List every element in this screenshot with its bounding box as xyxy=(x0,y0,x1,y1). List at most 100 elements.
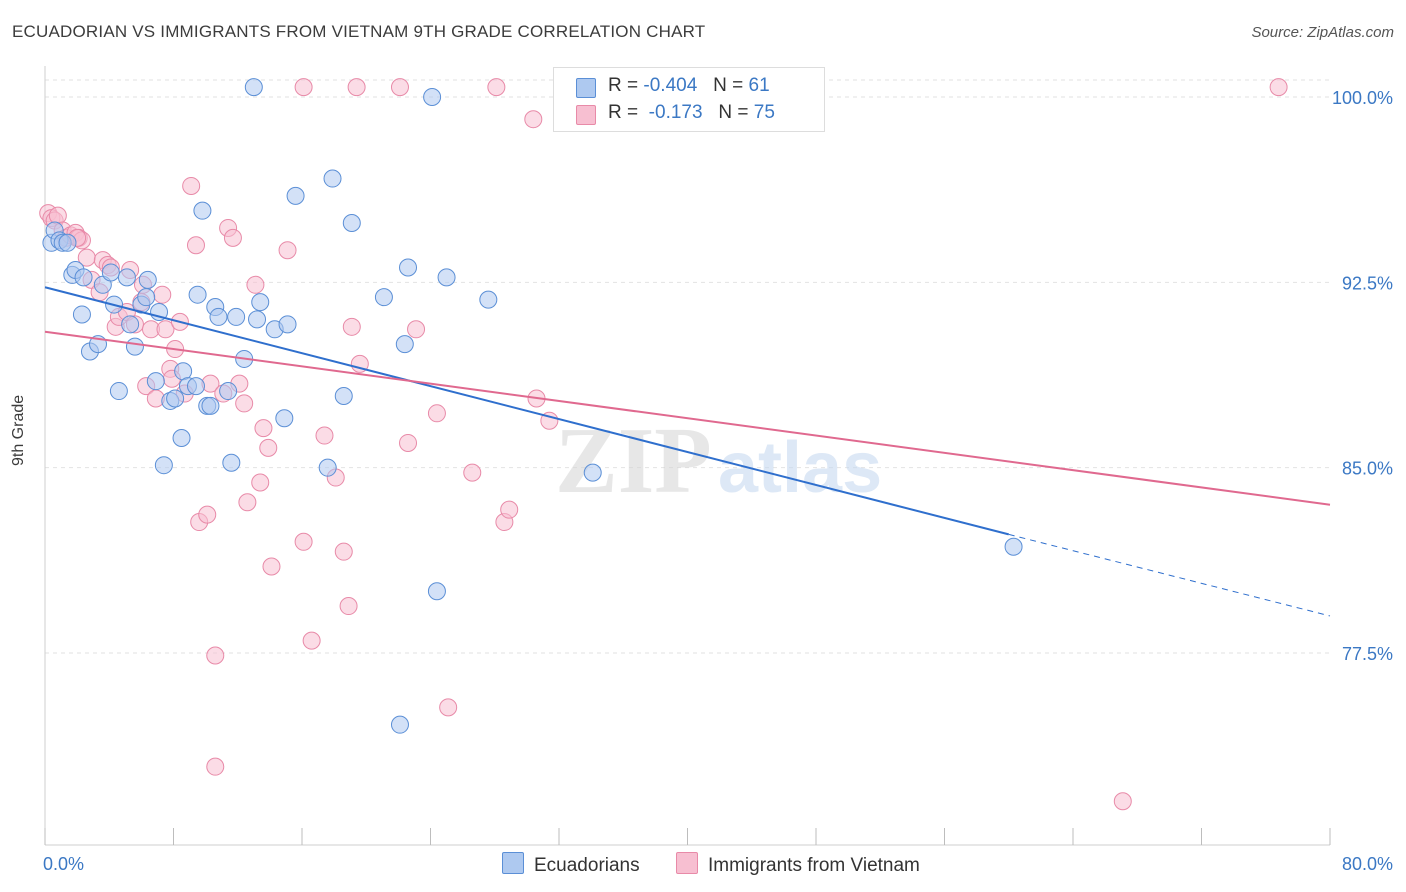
point-ecuadorians xyxy=(186,377,205,396)
point-vietnam xyxy=(294,532,313,551)
trend-line-extension-ecuadorians xyxy=(1008,533,1331,617)
point-vietnam xyxy=(223,228,242,247)
point-vietnam xyxy=(259,438,278,457)
point-vietnam xyxy=(246,275,265,294)
point-ecuadorians xyxy=(583,463,602,482)
point-vietnam xyxy=(399,433,418,452)
point-ecuadorians xyxy=(395,335,414,354)
legend-r-label: R = xyxy=(608,102,639,123)
legend-n-value-vietnam: 75 xyxy=(753,102,775,123)
point-ecuadorians xyxy=(74,268,93,287)
point-ecuadorians xyxy=(251,293,270,312)
bottom-legend-swatch-vietnam xyxy=(676,852,698,874)
point-ecuadorians xyxy=(193,201,212,220)
point-ecuadorians xyxy=(399,258,418,277)
y-tick-label: 85.0% xyxy=(1342,459,1393,479)
point-ecuadorians xyxy=(201,396,220,415)
point-vietnam xyxy=(294,78,313,97)
chart-title: ECUADORIAN VS IMMIGRANTS FROM VIETNAM 9T… xyxy=(12,22,706,41)
point-ecuadorians xyxy=(479,290,498,309)
point-ecuadorians xyxy=(437,268,456,287)
point-vietnam xyxy=(463,463,482,482)
point-ecuadorians xyxy=(172,429,191,448)
point-vietnam xyxy=(206,757,225,776)
point-vietnam xyxy=(206,646,225,665)
trend-line-vietnam xyxy=(44,330,1331,506)
point-ecuadorians xyxy=(244,78,263,97)
point-vietnam xyxy=(302,631,321,650)
point-ecuadorians xyxy=(248,310,267,329)
point-ecuadorians xyxy=(72,305,91,324)
point-ecuadorians xyxy=(334,387,353,406)
legend-n-label: N = xyxy=(718,102,749,123)
legend-n-value-ecuadorians: 61 xyxy=(748,75,770,96)
point-vietnam xyxy=(251,473,270,492)
point-ecuadorians xyxy=(275,409,294,428)
bottom-legend-label-vietnam: Immigrants from Vietnam xyxy=(708,855,920,876)
point-vietnam xyxy=(407,320,426,339)
point-ecuadorians xyxy=(166,389,185,408)
point-ecuadorians xyxy=(138,270,157,289)
point-vietnam xyxy=(524,110,543,129)
legend-r-value-vietnam: -0.173 xyxy=(648,102,703,123)
legend-swatch-ecuadorians xyxy=(576,78,596,98)
point-ecuadorians xyxy=(188,285,207,304)
bottom-legend-swatch-ecuadorians xyxy=(502,852,524,874)
point-ecuadorians xyxy=(121,315,140,334)
point-vietnam xyxy=(390,78,409,97)
y-tick-label: 100.0% xyxy=(1332,88,1393,108)
x-tick-label-max: 80.0% xyxy=(1342,854,1393,874)
tick-labels: 100.0% 92.5% 85.0% 77.5% 0.0% 80.0% xyxy=(43,88,1393,874)
bottom-legend-label-ecuadorians: Ecuadorians xyxy=(534,855,640,876)
point-vietnam xyxy=(500,500,519,519)
y-tick-label: 92.5% xyxy=(1342,273,1393,293)
watermark-zip: ZIP xyxy=(555,409,712,513)
point-ecuadorians xyxy=(427,582,446,601)
point-vietnam xyxy=(342,317,361,336)
point-ecuadorians xyxy=(125,337,144,356)
legend-r-label: R = xyxy=(608,75,639,96)
trend-line-ecuadorians xyxy=(44,286,1009,536)
bottom-legend-vietnam[interactable]: Immigrants from Vietnam xyxy=(676,852,920,877)
point-ecuadorians xyxy=(278,315,297,334)
point-vietnam xyxy=(238,493,257,512)
point-vietnam xyxy=(427,404,446,423)
correlation-legend: R = -0.404 N = 61 R = -0.173 N = 75 xyxy=(553,67,825,132)
bottom-legend-ecuadorians[interactable]: Ecuadorians xyxy=(502,852,640,877)
legend-r-value-ecuadorians: -0.404 xyxy=(643,75,698,96)
point-ecuadorians xyxy=(423,88,442,106)
point-vietnam xyxy=(182,176,201,195)
point-ecuadorians xyxy=(58,233,77,252)
point-ecuadorians xyxy=(146,372,165,391)
point-vietnam xyxy=(254,419,273,438)
point-vietnam xyxy=(262,557,281,576)
point-ecuadorians xyxy=(222,453,241,472)
x-tick-label-min: 0.0% xyxy=(43,854,84,874)
point-ecuadorians xyxy=(374,288,393,307)
y-tick-label: 77.5% xyxy=(1342,644,1393,664)
point-vietnam xyxy=(439,698,458,717)
point-ecuadorians xyxy=(101,263,120,282)
point-ecuadorians xyxy=(323,169,342,188)
point-vietnam xyxy=(487,78,506,97)
point-vietnam xyxy=(198,505,217,524)
point-vietnam xyxy=(235,394,254,413)
point-ecuadorians xyxy=(109,382,128,401)
point-vietnam xyxy=(339,597,358,616)
point-ecuadorians xyxy=(219,382,238,401)
point-vietnam xyxy=(153,285,172,304)
point-vietnam xyxy=(1113,792,1132,811)
legend-n-label: N = xyxy=(713,75,744,96)
point-ecuadorians xyxy=(154,456,173,475)
trend-lines xyxy=(44,286,1331,617)
legend-swatch-vietnam xyxy=(576,105,596,125)
point-vietnam xyxy=(347,78,366,97)
point-ecuadorians xyxy=(209,307,228,326)
point-ecuadorians xyxy=(137,288,156,307)
chart-source: Source: ZipAtlas.com xyxy=(1251,24,1394,41)
data-points xyxy=(39,78,1288,811)
point-vietnam xyxy=(334,542,353,561)
point-vietnam xyxy=(315,426,334,445)
point-vietnam xyxy=(1269,78,1288,97)
